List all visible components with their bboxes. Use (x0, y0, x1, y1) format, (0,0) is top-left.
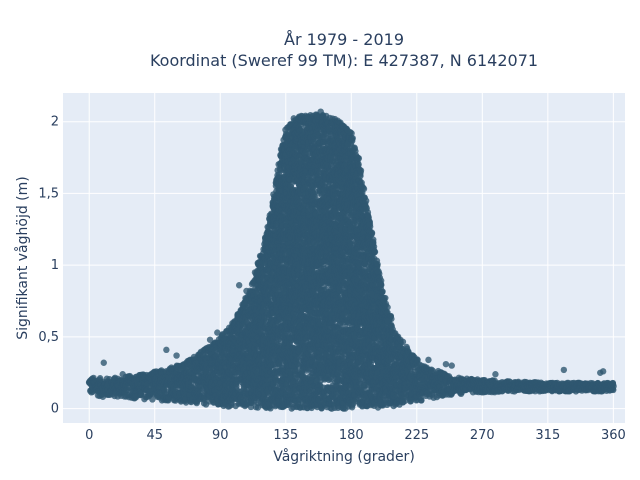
scatter-point (149, 396, 156, 403)
data-points (85, 108, 617, 412)
chart-title: År 1979 - 2019 (284, 30, 404, 49)
chart-subtitle: Koordinat (Sweref 99 TM): E 427387, N 61… (150, 51, 538, 70)
